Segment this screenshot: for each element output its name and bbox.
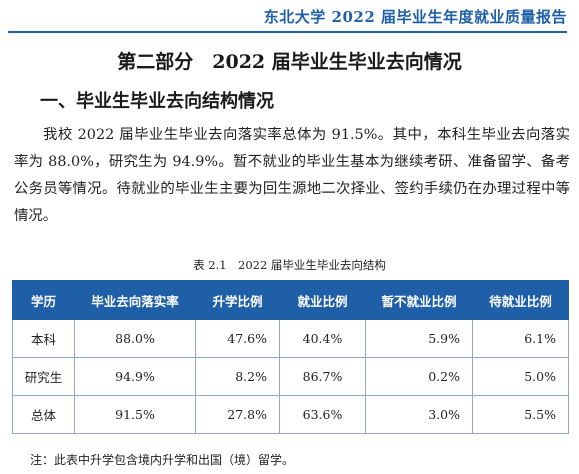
cell-placement-rate: 91.5%: [74, 395, 196, 434]
cell-further-study-ratio: 8.2%: [195, 357, 280, 396]
cell-education-level: 总体: [12, 395, 75, 434]
report-title: 东北大学 2022 届毕业生年度就业质量报告: [263, 8, 567, 26]
part-title: 第二部分 2022 届毕业生毕业去向情况: [117, 51, 462, 73]
cell-placement-rate: 94.9%: [74, 357, 196, 396]
table-row: 研究生 94.9% 8.2% 86.7% 0.2% 5.0%: [12, 357, 569, 396]
cell-not-seeking-ratio: 0.2%: [365, 357, 473, 396]
header-placement-rate: 毕业去向落实率: [74, 280, 196, 320]
table-row: 本科 88.0% 47.6% 40.4% 5.9% 6.1%: [12, 319, 569, 358]
table-header-row: 学历 毕业去向落实率 升学比例 就业比例 暂不就业比例 待就业比例: [12, 280, 569, 320]
cell-employment-ratio: 40.4%: [279, 319, 366, 358]
cell-further-study-ratio: 27.8%: [195, 395, 280, 434]
header-rule: [8, 31, 567, 33]
cell-awaiting-employment-ratio: 6.1%: [472, 319, 569, 358]
section-title: 一、毕业生毕业去向结构情况: [40, 91, 274, 112]
cell-placement-rate: 88.0%: [74, 319, 196, 358]
body-paragraph: 我校 2022 届毕业生毕业去向落实率总体为 91.5%。其中，本科生毕业去向落…: [14, 127, 570, 224]
destination-structure-table: 学历 毕业去向落实率 升学比例 就业比例 暂不就业比例 待就业比例 本科 88.…: [12, 280, 569, 434]
cell-employment-ratio: 86.7%: [279, 357, 366, 396]
header-awaiting-employment-ratio: 待就业比例: [472, 280, 569, 320]
cell-further-study-ratio: 47.6%: [195, 319, 280, 358]
table-note: 注：此表中升学包含境内升学和出国（境）留学。: [30, 453, 295, 467]
cell-awaiting-employment-ratio: 5.5%: [472, 395, 569, 434]
cell-not-seeking-ratio: 3.0%: [365, 395, 473, 434]
cell-not-seeking-ratio: 5.9%: [365, 319, 473, 358]
cell-education-level: 本科: [12, 319, 75, 358]
header-employment-ratio: 就业比例: [279, 280, 366, 320]
table-caption: 表 2.1 2022 届毕业生毕业去向结构: [193, 258, 386, 272]
cell-employment-ratio: 63.6%: [279, 395, 366, 434]
header-education-level: 学历: [12, 280, 75, 320]
running-header: 东北大学 2022 届毕业生年度就业质量报告: [0, 0, 579, 34]
cell-education-level: 研究生: [12, 357, 75, 396]
header-not-seeking-ratio: 暂不就业比例: [365, 280, 473, 320]
cell-awaiting-employment-ratio: 5.0%: [472, 357, 569, 396]
table-row: 总体 91.5% 27.8% 63.6% 3.0% 5.5%: [12, 395, 569, 434]
header-further-study-ratio: 升学比例: [195, 280, 280, 320]
